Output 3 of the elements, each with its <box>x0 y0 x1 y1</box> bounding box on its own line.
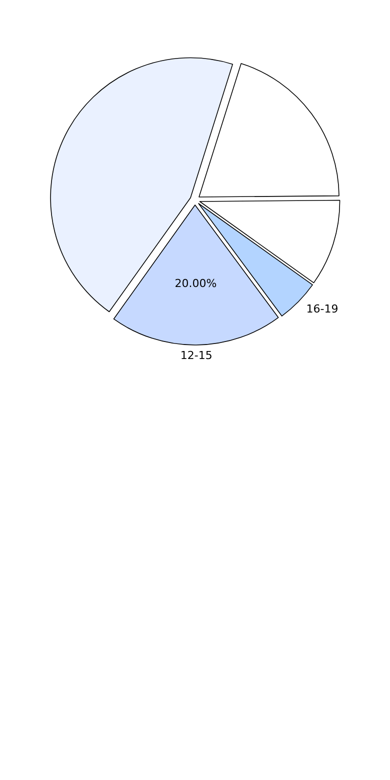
slice-label: 12-15 <box>180 348 212 362</box>
slice-label: 16-19 <box>306 302 338 316</box>
data-label: 20.00% <box>174 276 217 290</box>
